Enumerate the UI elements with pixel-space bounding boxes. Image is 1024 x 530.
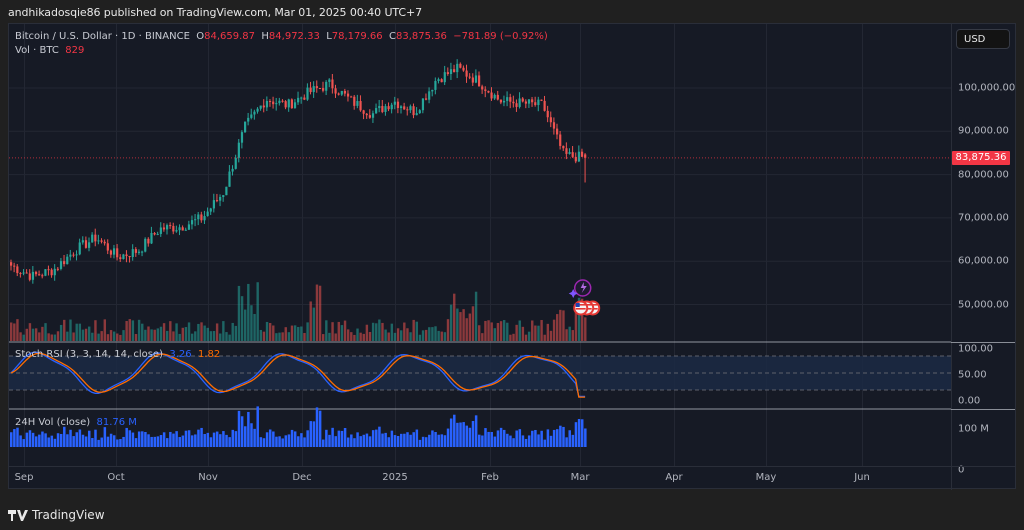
high-label: H [261, 31, 269, 42]
volume-label[interactable]: Vol · BTC [15, 45, 59, 56]
time-tick-label: Jun [854, 472, 870, 483]
time-tick-label: Oct [107, 472, 125, 483]
vol24h-legend: 24H Vol (close) 81.76 M [15, 417, 137, 428]
low-value: 78,179.66 [331, 31, 383, 42]
open-value: 84,659.87 [204, 31, 256, 42]
price-tick-label: 90,000.00 [958, 125, 1009, 137]
chart-frame: Bitcoin / U.S. Dollar · 1D · BINANCE O84… [8, 23, 1016, 490]
time-tick-label: May [755, 472, 777, 483]
time-tick-label: Dec [292, 472, 312, 483]
high-value: 84,972.33 [268, 31, 320, 42]
price-tick-label: 80,000.00 [958, 169, 1009, 181]
price-tick-label: 50,000.00 [958, 299, 1009, 310]
vol24h-label[interactable]: 24H Vol (close) [15, 417, 91, 428]
stoch-k-value: 3.26 [169, 349, 192, 360]
chart-canvas[interactable] [9, 24, 951, 466]
price-tick-label: 60,000.00 [958, 255, 1009, 267]
close-value: 83,875.36 [396, 31, 447, 42]
time-tick-label: Apr [665, 472, 683, 483]
price-tick-label: 70,000.00 [958, 212, 1009, 224]
pane-tick-label: 0.00 [958, 395, 981, 407]
low-label: L [326, 31, 332, 42]
volume-value: 829 [65, 45, 85, 56]
brand-name: TradingView [32, 508, 105, 522]
pane-tick-label: 50.00 [958, 369, 987, 381]
time-tick-label: Mar [570, 472, 590, 483]
stoch-d-value: 1.82 [197, 349, 221, 360]
close-label: C [389, 31, 397, 42]
pane-separator[interactable] [951, 409, 1015, 410]
tv-logo-icon [8, 509, 28, 521]
open-label: O [196, 31, 205, 42]
time-tick-label: Nov [198, 472, 218, 483]
stoch-rsi-label[interactable]: Stoch RSI (3, 3, 14, 14, close) [15, 349, 163, 360]
currency-button[interactable]: USD [956, 29, 1010, 49]
pane-separator[interactable] [951, 342, 1015, 343]
stoch-rsi-legend: Stoch RSI (3, 3, 14, 14, close) 3.26 1.8… [15, 349, 220, 360]
time-axis[interactable]: Sep Oct Nov Dec 2025 Feb Mar Apr May Jun [9, 466, 951, 490]
time-tick-label: Feb [481, 472, 499, 483]
tradingview-logo[interactable]: TradingView [8, 508, 105, 522]
publisher-caption: andhikadosqie86 published on TradingView… [8, 6, 422, 19]
pane-tick-label: 100 M [958, 423, 989, 435]
symbol-legend: Bitcoin / U.S. Dollar · 1D · BINANCE O84… [15, 30, 548, 58]
price-axis[interactable]: USD 100,000.00 90,000.00 80,000.00 70,000.0… [951, 24, 1016, 476]
price-tick-label: 100,000.00 [958, 82, 1016, 94]
axis-corner [951, 466, 1016, 490]
vol24h-value: 81.76 M [96, 417, 137, 428]
symbol-title[interactable]: Bitcoin / U.S. Dollar · 1D · BINANCE [15, 31, 190, 42]
pane-tick-label: 100.00 [958, 343, 993, 355]
change-value: −781.89 (−0.92%) [453, 31, 548, 42]
last-price-tag: 83,875.36 [952, 150, 1010, 165]
pane-tick-label: 0 [958, 464, 965, 476]
time-tick-label: Sep [14, 472, 34, 483]
time-tick-label: 2025 [382, 472, 408, 483]
plot-area[interactable] [9, 24, 951, 466]
